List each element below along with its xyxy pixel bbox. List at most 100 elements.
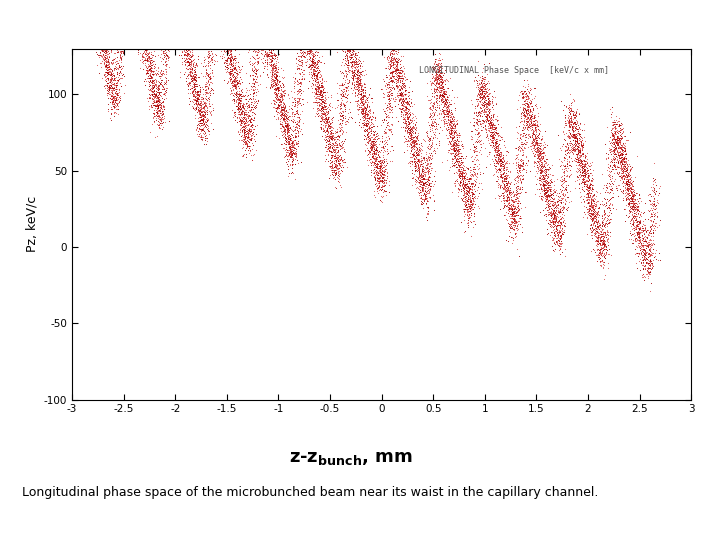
Point [333,170,345,179]
Point [401,141,413,150]
Point [308,98,320,106]
Point [402,109,413,118]
Point [192,99,204,107]
Point [232,98,243,106]
Point [426,89,438,98]
Point [524,106,536,114]
Point [541,195,552,204]
Point [368,160,379,169]
Point [312,68,324,77]
Point [227,71,238,80]
Point [279,123,290,132]
Point [636,246,647,255]
Point [503,183,514,192]
Point [248,75,259,83]
Point [197,132,209,141]
Point [574,171,585,179]
Point [232,92,243,101]
Point [489,138,500,146]
Point [438,117,449,125]
Point [359,102,370,111]
Point [191,93,202,102]
Point [238,126,250,134]
Point [351,73,363,82]
Point [518,82,529,90]
Point [603,207,615,216]
Point [238,120,250,129]
Point [617,154,629,163]
Point [449,146,461,154]
Point [102,58,114,66]
Point [605,155,616,164]
Point [283,130,294,139]
Point [515,137,526,146]
Point [161,60,173,69]
Point [464,205,476,213]
Point [482,69,493,78]
Point [236,92,248,100]
Point [616,150,627,159]
Point [639,249,651,258]
Point [334,156,346,164]
Point [330,158,341,166]
Point [379,187,391,195]
Point [552,212,564,221]
Point [469,102,480,111]
Point [153,97,165,106]
Point [423,104,434,113]
Point [142,64,153,72]
Point [274,98,286,106]
Point [481,92,492,100]
Point [556,224,567,232]
Point [289,149,300,158]
Point [253,53,265,62]
Point [515,134,526,143]
Point [427,99,438,107]
Point [202,89,214,97]
Point [570,119,582,128]
Point [142,45,153,53]
Point [550,206,562,214]
Point [593,238,604,246]
Point [555,186,567,195]
Point [94,48,105,57]
Point [388,64,400,72]
Point [336,80,348,89]
Point [270,68,282,77]
Point [430,67,441,76]
Point [392,91,404,99]
Point [201,107,212,116]
Point [588,212,600,220]
Point [276,90,288,99]
Point [191,95,202,104]
Point [348,70,360,78]
Point [404,108,415,117]
Point [529,111,541,119]
Point [268,112,279,120]
Point [150,92,161,101]
Point [629,231,641,239]
Point [552,226,563,234]
Point [476,98,487,106]
Point [503,193,515,202]
Point [389,83,400,92]
Point [540,216,552,225]
Point [292,139,303,147]
Point [419,191,431,200]
Point [357,91,369,100]
Point [242,133,253,141]
Point [325,135,336,144]
Point [446,129,457,137]
Point [148,96,160,104]
Point [540,168,552,177]
Point [499,196,510,205]
Point [447,126,459,135]
Point [315,88,327,97]
Point [552,204,564,213]
Point [145,59,156,68]
Point [282,127,293,136]
Point [310,60,322,69]
Point [112,68,123,76]
Point [446,137,457,145]
Point [395,82,406,91]
